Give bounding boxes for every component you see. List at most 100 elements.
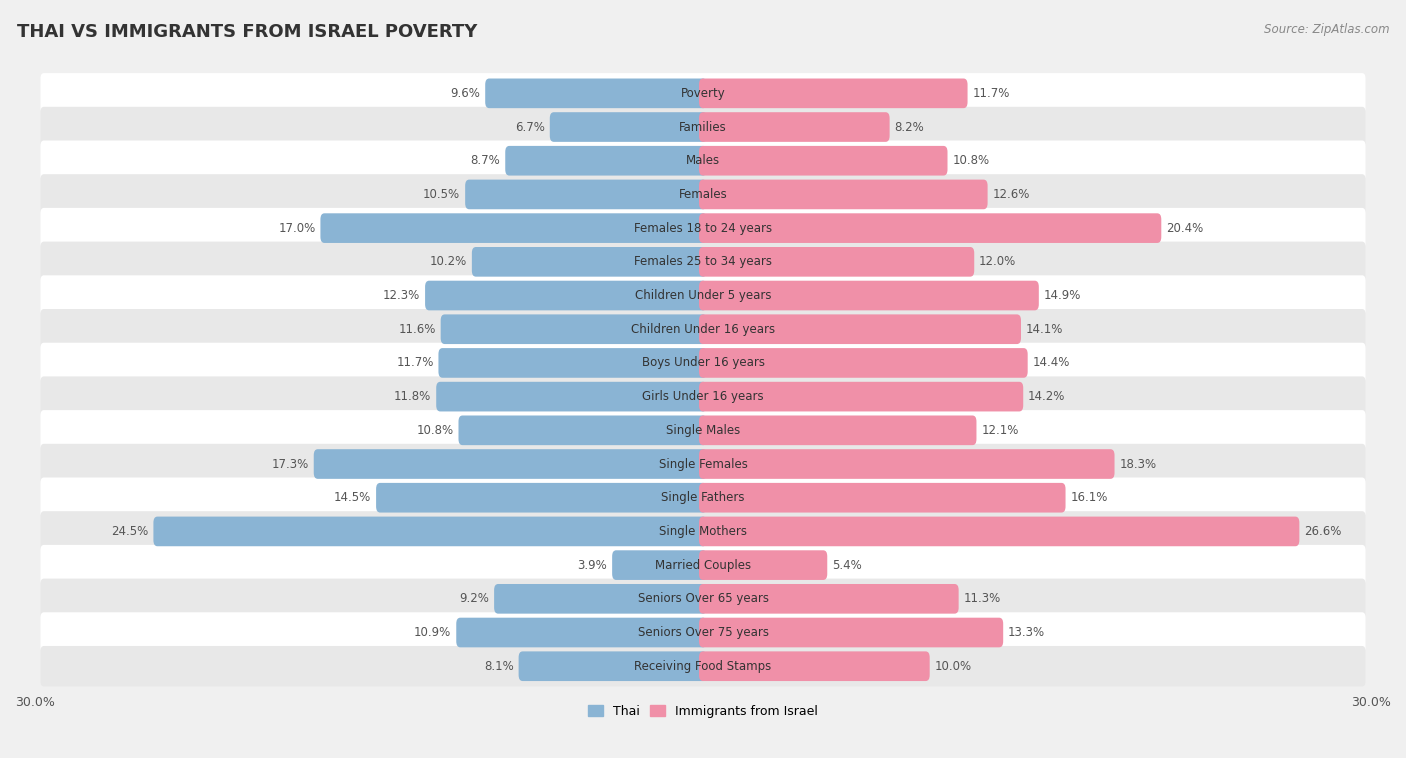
- Text: 17.0%: 17.0%: [278, 221, 315, 235]
- FancyBboxPatch shape: [699, 112, 890, 142]
- FancyBboxPatch shape: [41, 208, 1365, 249]
- FancyBboxPatch shape: [41, 612, 1365, 653]
- FancyBboxPatch shape: [699, 180, 987, 209]
- FancyBboxPatch shape: [153, 517, 707, 547]
- FancyBboxPatch shape: [41, 343, 1365, 383]
- FancyBboxPatch shape: [457, 618, 707, 647]
- FancyBboxPatch shape: [314, 449, 707, 479]
- Text: 10.8%: 10.8%: [416, 424, 454, 437]
- Text: Females 25 to 34 years: Females 25 to 34 years: [634, 255, 772, 268]
- Text: Seniors Over 75 years: Seniors Over 75 years: [637, 626, 769, 639]
- Text: 6.7%: 6.7%: [515, 121, 546, 133]
- Text: 14.5%: 14.5%: [335, 491, 371, 504]
- FancyBboxPatch shape: [699, 449, 1115, 479]
- Text: 20.4%: 20.4%: [1166, 221, 1204, 235]
- Text: 14.4%: 14.4%: [1032, 356, 1070, 369]
- FancyBboxPatch shape: [41, 275, 1365, 316]
- FancyBboxPatch shape: [699, 584, 959, 614]
- Text: 17.3%: 17.3%: [271, 458, 309, 471]
- Text: 11.3%: 11.3%: [963, 592, 1001, 606]
- FancyBboxPatch shape: [41, 410, 1365, 450]
- Text: Seniors Over 65 years: Seniors Over 65 years: [637, 592, 769, 606]
- Text: Girls Under 16 years: Girls Under 16 years: [643, 390, 763, 403]
- Text: Receiving Food Stamps: Receiving Food Stamps: [634, 659, 772, 672]
- Text: 5.4%: 5.4%: [832, 559, 862, 572]
- Text: 10.9%: 10.9%: [415, 626, 451, 639]
- FancyBboxPatch shape: [41, 511, 1365, 552]
- FancyBboxPatch shape: [41, 478, 1365, 518]
- FancyBboxPatch shape: [699, 146, 948, 176]
- FancyBboxPatch shape: [465, 180, 707, 209]
- Legend: Thai, Immigrants from Israel: Thai, Immigrants from Israel: [583, 700, 823, 722]
- FancyBboxPatch shape: [699, 247, 974, 277]
- Text: Single Males: Single Males: [666, 424, 740, 437]
- FancyBboxPatch shape: [472, 247, 707, 277]
- FancyBboxPatch shape: [699, 79, 967, 108]
- Text: 12.0%: 12.0%: [979, 255, 1017, 268]
- Text: 9.6%: 9.6%: [450, 87, 481, 100]
- FancyBboxPatch shape: [41, 174, 1365, 215]
- Text: THAI VS IMMIGRANTS FROM ISRAEL POVERTY: THAI VS IMMIGRANTS FROM ISRAEL POVERTY: [17, 23, 477, 41]
- Text: 12.6%: 12.6%: [993, 188, 1029, 201]
- FancyBboxPatch shape: [699, 348, 1028, 377]
- Text: 10.0%: 10.0%: [935, 659, 972, 672]
- FancyBboxPatch shape: [425, 280, 707, 310]
- FancyBboxPatch shape: [41, 309, 1365, 349]
- FancyBboxPatch shape: [41, 107, 1365, 147]
- FancyBboxPatch shape: [699, 213, 1161, 243]
- Text: Children Under 5 years: Children Under 5 years: [634, 289, 772, 302]
- Text: 11.8%: 11.8%: [394, 390, 432, 403]
- FancyBboxPatch shape: [699, 382, 1024, 412]
- Text: 8.1%: 8.1%: [484, 659, 513, 672]
- FancyBboxPatch shape: [440, 315, 707, 344]
- FancyBboxPatch shape: [494, 584, 707, 614]
- Text: 10.2%: 10.2%: [430, 255, 467, 268]
- Text: 24.5%: 24.5%: [111, 525, 149, 538]
- FancyBboxPatch shape: [41, 443, 1365, 484]
- FancyBboxPatch shape: [41, 73, 1365, 114]
- FancyBboxPatch shape: [458, 415, 707, 445]
- Text: 10.5%: 10.5%: [423, 188, 460, 201]
- Text: 9.2%: 9.2%: [460, 592, 489, 606]
- Text: 13.3%: 13.3%: [1008, 626, 1045, 639]
- Text: Single Mothers: Single Mothers: [659, 525, 747, 538]
- FancyBboxPatch shape: [41, 242, 1365, 282]
- FancyBboxPatch shape: [699, 618, 1004, 647]
- FancyBboxPatch shape: [699, 517, 1299, 547]
- FancyBboxPatch shape: [612, 550, 707, 580]
- Text: 11.7%: 11.7%: [396, 356, 433, 369]
- Text: Boys Under 16 years: Boys Under 16 years: [641, 356, 765, 369]
- Text: 12.1%: 12.1%: [981, 424, 1019, 437]
- FancyBboxPatch shape: [321, 213, 707, 243]
- Text: 12.3%: 12.3%: [382, 289, 420, 302]
- FancyBboxPatch shape: [699, 280, 1039, 310]
- Text: 16.1%: 16.1%: [1070, 491, 1108, 504]
- FancyBboxPatch shape: [375, 483, 707, 512]
- Text: 8.7%: 8.7%: [471, 154, 501, 168]
- Text: Poverty: Poverty: [681, 87, 725, 100]
- Text: 11.6%: 11.6%: [398, 323, 436, 336]
- FancyBboxPatch shape: [699, 315, 1021, 344]
- FancyBboxPatch shape: [41, 646, 1365, 687]
- Text: 18.3%: 18.3%: [1119, 458, 1157, 471]
- FancyBboxPatch shape: [41, 377, 1365, 417]
- Text: Families: Families: [679, 121, 727, 133]
- Text: Males: Males: [686, 154, 720, 168]
- FancyBboxPatch shape: [439, 348, 707, 377]
- FancyBboxPatch shape: [41, 578, 1365, 619]
- FancyBboxPatch shape: [505, 146, 707, 176]
- FancyBboxPatch shape: [436, 382, 707, 412]
- FancyBboxPatch shape: [519, 651, 707, 681]
- Text: 14.2%: 14.2%: [1028, 390, 1066, 403]
- FancyBboxPatch shape: [699, 550, 827, 580]
- FancyBboxPatch shape: [550, 112, 707, 142]
- FancyBboxPatch shape: [699, 415, 976, 445]
- Text: Females: Females: [679, 188, 727, 201]
- FancyBboxPatch shape: [41, 545, 1365, 585]
- FancyBboxPatch shape: [699, 483, 1066, 512]
- Text: 14.9%: 14.9%: [1043, 289, 1081, 302]
- Text: Single Fathers: Single Fathers: [661, 491, 745, 504]
- Text: Married Couples: Married Couples: [655, 559, 751, 572]
- Text: 14.1%: 14.1%: [1026, 323, 1063, 336]
- Text: Single Females: Single Females: [658, 458, 748, 471]
